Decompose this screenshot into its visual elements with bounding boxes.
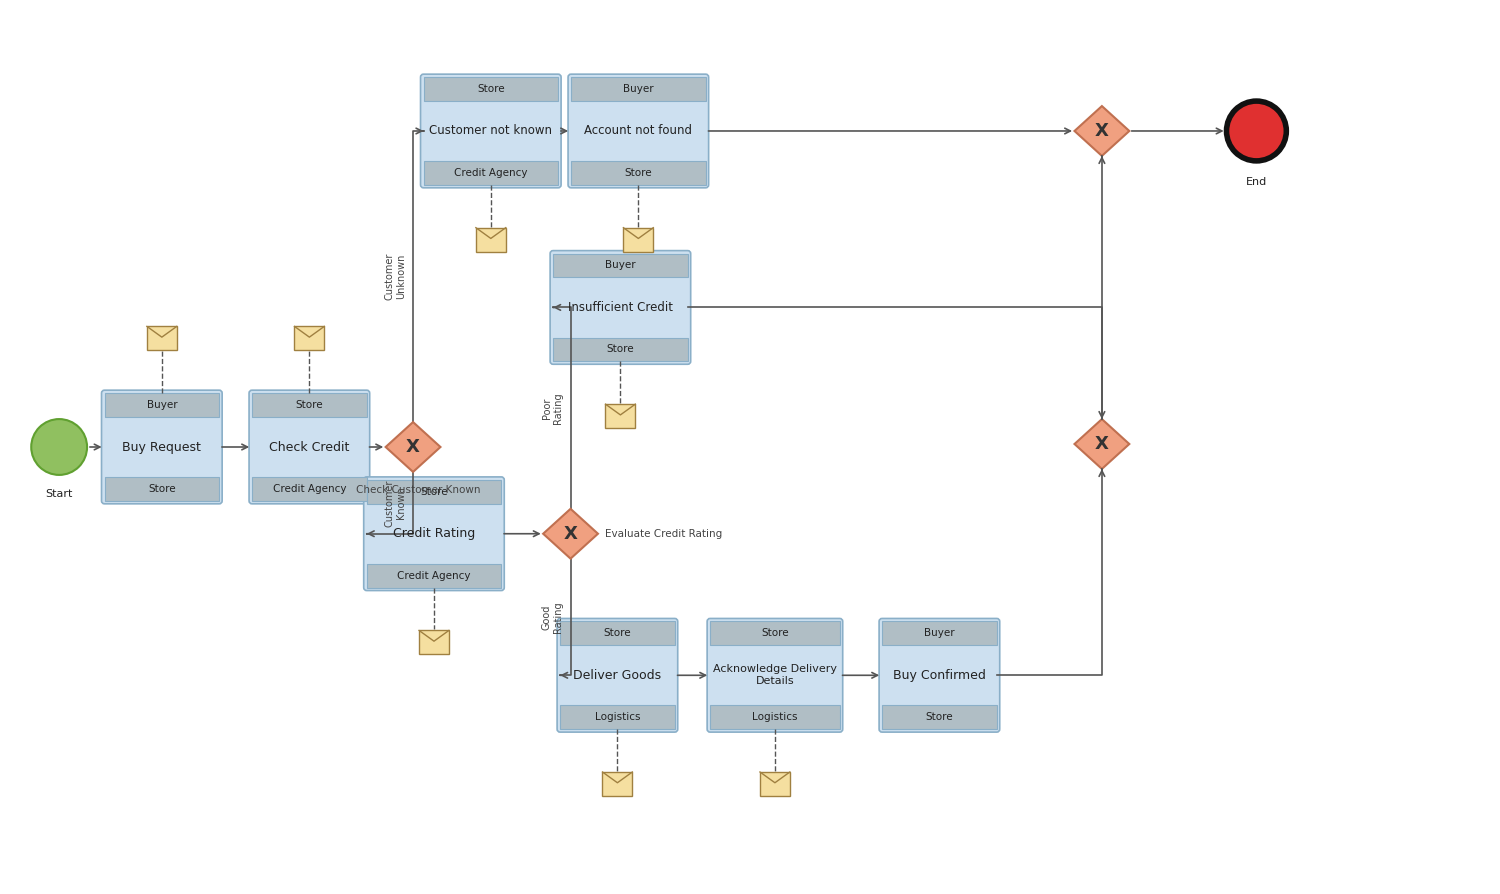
Text: Account not found: Account not found bbox=[585, 124, 693, 138]
FancyBboxPatch shape bbox=[624, 228, 654, 251]
FancyBboxPatch shape bbox=[420, 74, 561, 188]
Text: Poor
Rating: Poor Rating bbox=[542, 392, 564, 424]
Text: Start: Start bbox=[45, 489, 74, 499]
Text: Customer
Unknown: Customer Unknown bbox=[384, 253, 406, 300]
Polygon shape bbox=[554, 254, 687, 277]
FancyBboxPatch shape bbox=[476, 228, 506, 251]
Polygon shape bbox=[554, 338, 687, 361]
Polygon shape bbox=[560, 705, 675, 730]
Text: Store: Store bbox=[603, 628, 632, 638]
Text: Credit Rating: Credit Rating bbox=[393, 527, 476, 540]
Polygon shape bbox=[572, 77, 705, 101]
FancyBboxPatch shape bbox=[760, 772, 790, 796]
Text: Good
Rating: Good Rating bbox=[542, 601, 564, 633]
Text: Store: Store bbox=[760, 628, 789, 638]
Text: Store: Store bbox=[296, 400, 322, 410]
Text: Check Customer Known: Check Customer Known bbox=[356, 485, 480, 495]
Polygon shape bbox=[366, 480, 501, 503]
Polygon shape bbox=[1074, 106, 1130, 156]
Text: Credit Agency: Credit Agency bbox=[454, 168, 528, 178]
Polygon shape bbox=[710, 705, 840, 730]
Polygon shape bbox=[1074, 419, 1130, 469]
Text: Customer not known: Customer not known bbox=[429, 124, 552, 138]
Text: Store: Store bbox=[148, 484, 176, 494]
FancyBboxPatch shape bbox=[419, 630, 448, 654]
Text: Store: Store bbox=[606, 344, 634, 354]
FancyBboxPatch shape bbox=[102, 390, 222, 504]
Text: Buyer: Buyer bbox=[604, 260, 636, 271]
Text: Buyer: Buyer bbox=[622, 84, 654, 94]
FancyBboxPatch shape bbox=[568, 74, 708, 188]
Polygon shape bbox=[105, 477, 219, 501]
Text: Customer
Known: Customer Known bbox=[384, 479, 406, 527]
Polygon shape bbox=[572, 161, 705, 185]
Polygon shape bbox=[882, 621, 996, 645]
Text: X: X bbox=[406, 438, 420, 456]
Text: Logistics: Logistics bbox=[594, 713, 640, 722]
Text: Insufficient Credit: Insufficient Credit bbox=[568, 301, 674, 314]
Text: Buyer: Buyer bbox=[924, 628, 954, 638]
Text: Acknowledge Delivery
Details: Acknowledge Delivery Details bbox=[712, 664, 837, 686]
Text: Store: Store bbox=[477, 84, 504, 94]
FancyBboxPatch shape bbox=[363, 477, 504, 591]
FancyBboxPatch shape bbox=[606, 404, 636, 428]
FancyBboxPatch shape bbox=[556, 619, 678, 732]
Polygon shape bbox=[252, 477, 366, 501]
Text: End: End bbox=[1246, 177, 1268, 187]
Polygon shape bbox=[366, 564, 501, 587]
FancyBboxPatch shape bbox=[603, 772, 633, 796]
FancyBboxPatch shape bbox=[249, 390, 369, 504]
Text: Buy Request: Buy Request bbox=[123, 441, 201, 453]
FancyBboxPatch shape bbox=[294, 326, 324, 350]
Text: Store: Store bbox=[926, 713, 952, 722]
Text: Evaluate Credit Rating: Evaluate Credit Rating bbox=[606, 528, 723, 539]
Polygon shape bbox=[710, 621, 840, 645]
Circle shape bbox=[32, 419, 87, 475]
Text: X: X bbox=[1095, 435, 1108, 453]
Text: Buyer: Buyer bbox=[147, 400, 177, 410]
FancyBboxPatch shape bbox=[706, 619, 843, 732]
FancyBboxPatch shape bbox=[147, 326, 177, 350]
Text: Check Credit: Check Credit bbox=[268, 441, 350, 453]
Text: Store: Store bbox=[420, 486, 448, 497]
FancyBboxPatch shape bbox=[879, 619, 999, 732]
Text: Credit Agency: Credit Agency bbox=[398, 570, 471, 581]
FancyBboxPatch shape bbox=[550, 250, 690, 364]
Circle shape bbox=[1227, 101, 1287, 161]
Text: Logistics: Logistics bbox=[752, 713, 798, 722]
Polygon shape bbox=[560, 621, 675, 645]
Polygon shape bbox=[423, 161, 558, 185]
Text: Store: Store bbox=[624, 168, 652, 178]
Polygon shape bbox=[882, 705, 996, 730]
Polygon shape bbox=[423, 77, 558, 101]
Text: Deliver Goods: Deliver Goods bbox=[573, 669, 662, 682]
Text: X: X bbox=[1095, 122, 1108, 140]
Text: Buy Confirmed: Buy Confirmed bbox=[892, 669, 986, 682]
Polygon shape bbox=[543, 509, 598, 559]
Polygon shape bbox=[386, 422, 441, 472]
Text: X: X bbox=[564, 525, 578, 543]
Text: Credit Agency: Credit Agency bbox=[273, 484, 346, 494]
Polygon shape bbox=[105, 393, 219, 417]
Polygon shape bbox=[252, 393, 366, 417]
